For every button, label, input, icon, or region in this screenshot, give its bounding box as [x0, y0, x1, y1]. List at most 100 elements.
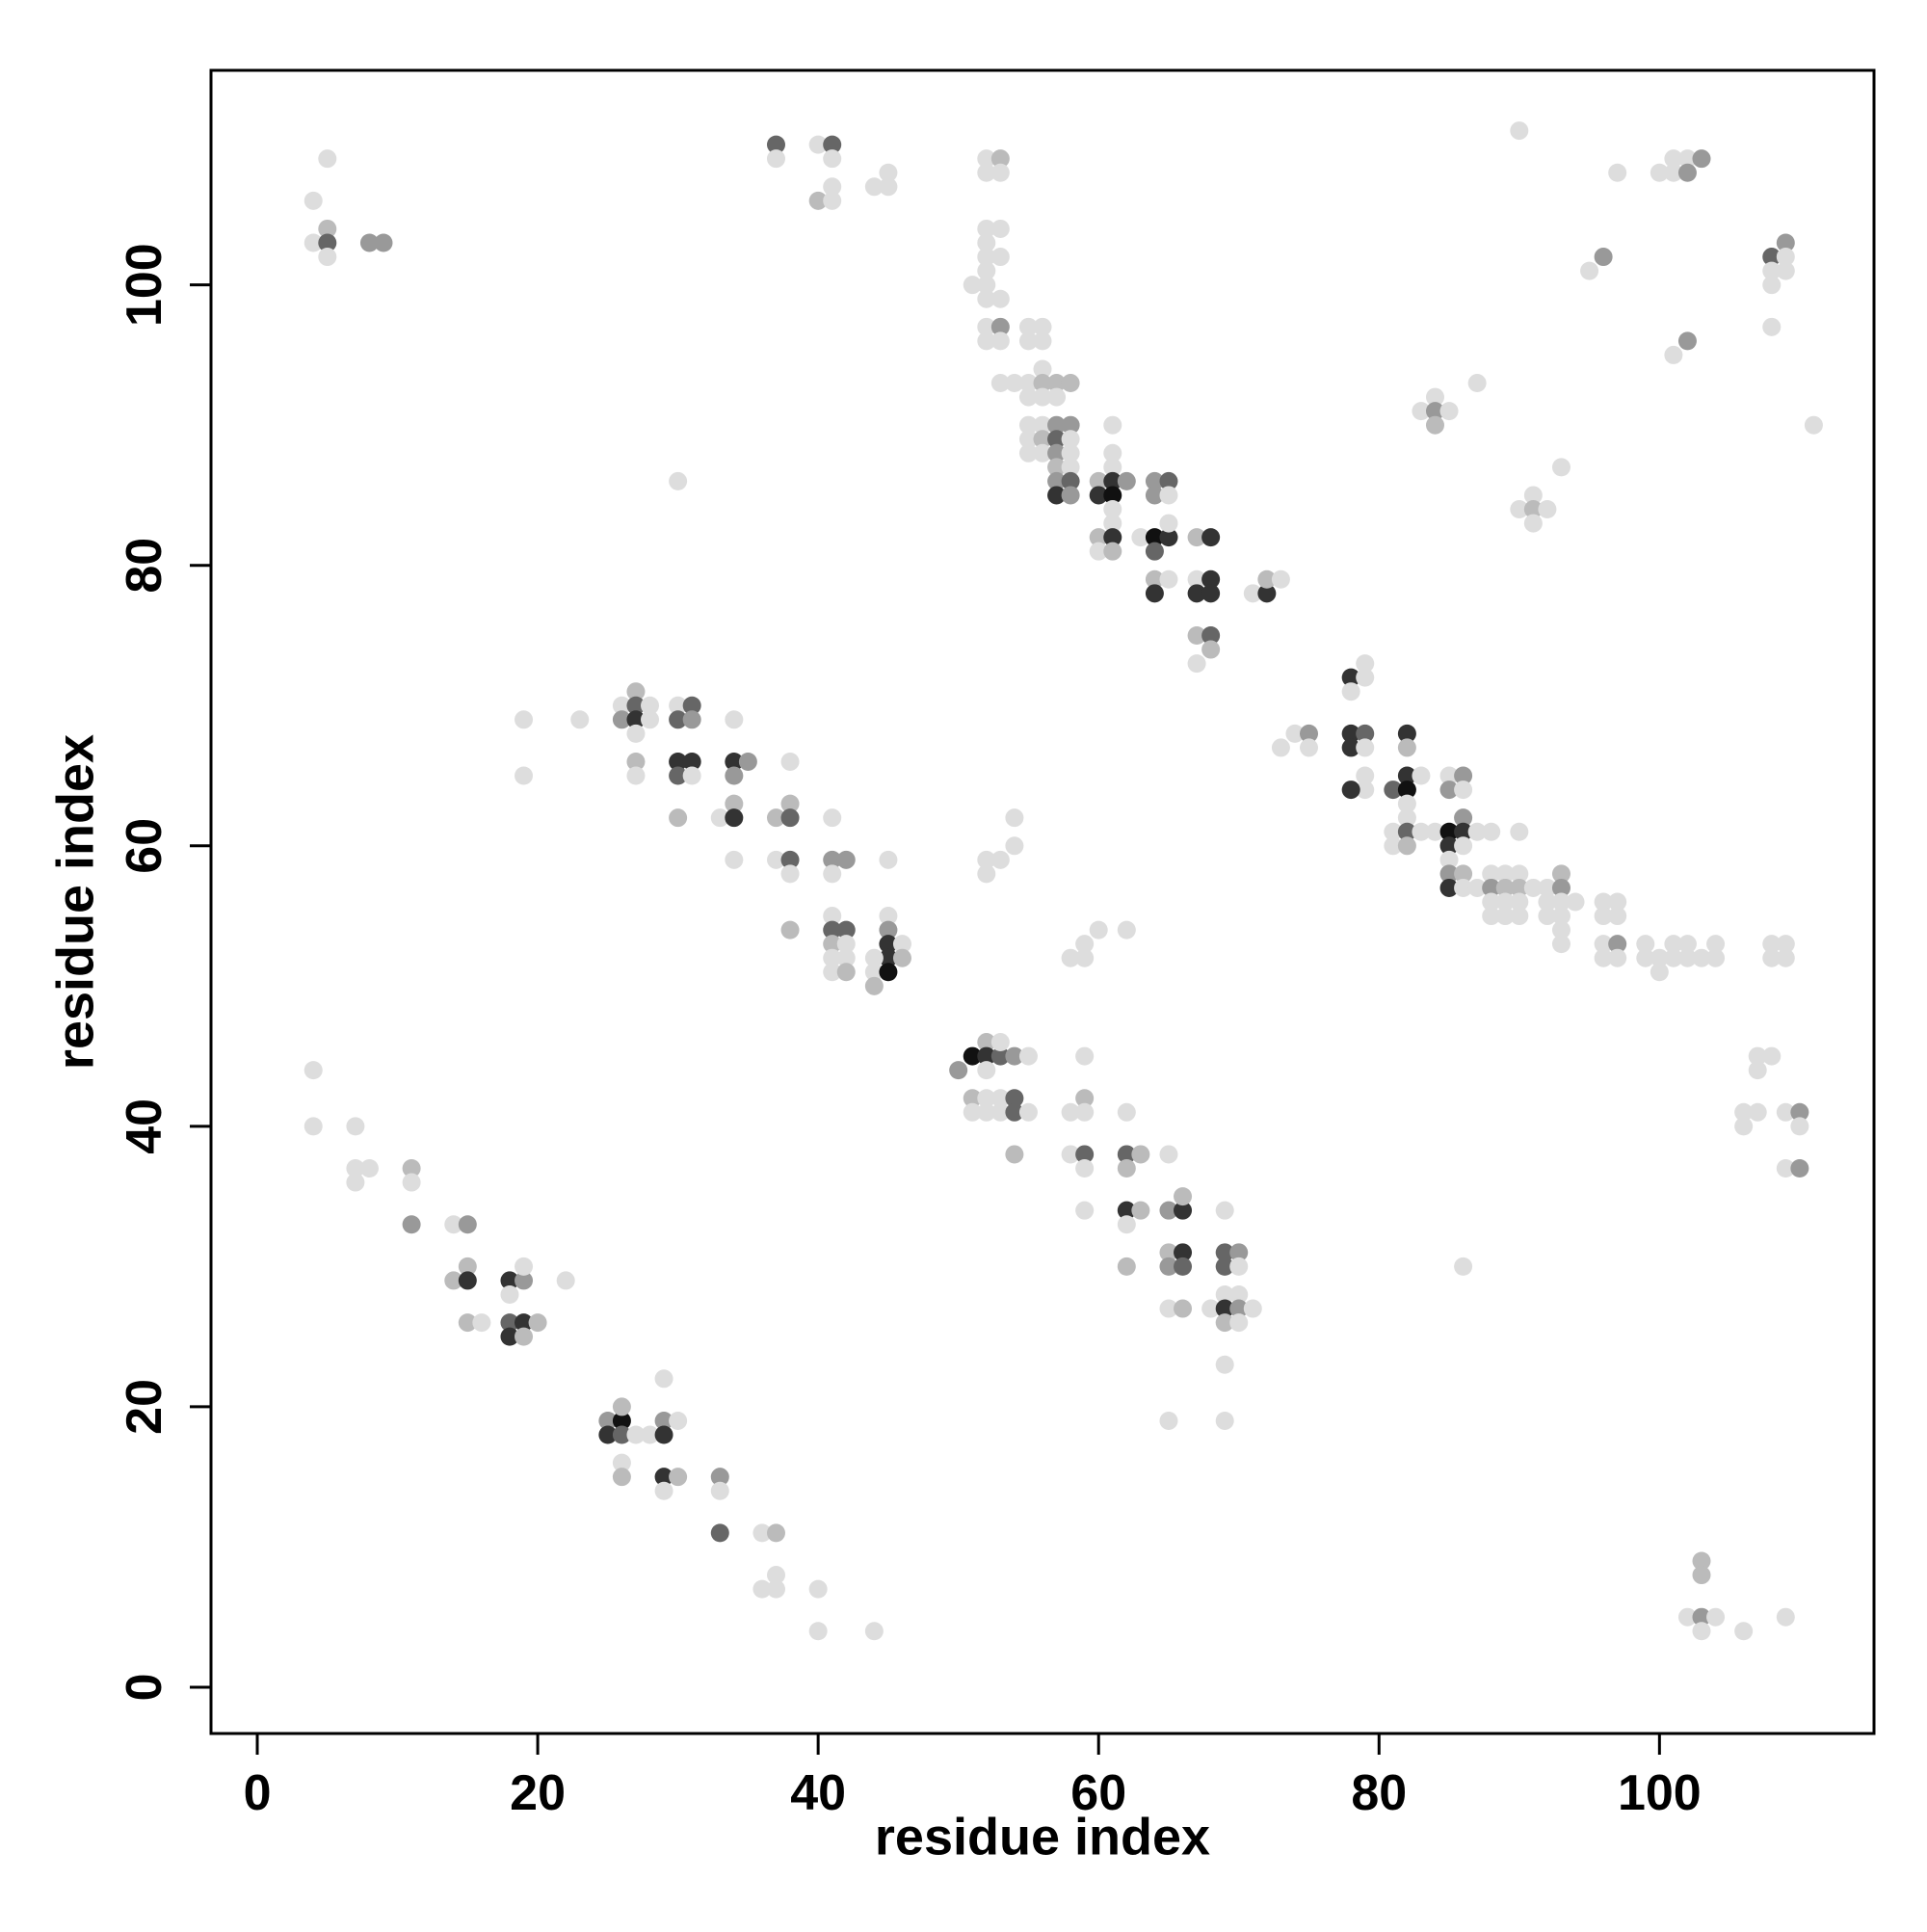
contact-point	[598, 1411, 618, 1430]
contact-point	[1174, 1299, 1193, 1318]
contact-point	[1103, 458, 1122, 477]
contact-point	[879, 935, 898, 954]
contact-point	[766, 135, 785, 154]
contact-point	[1439, 781, 1459, 800]
contact-point	[1748, 1046, 1767, 1066]
contact-point	[1510, 907, 1529, 926]
contact-point	[1397, 808, 1416, 828]
contact-point	[780, 752, 800, 771]
contact-point	[1594, 248, 1613, 267]
contact-point	[1776, 948, 1795, 967]
contact-point	[1397, 794, 1416, 813]
contact-point	[1397, 766, 1416, 785]
contact-point	[1159, 514, 1178, 533]
contact-point	[963, 1046, 982, 1066]
contact-point	[977, 289, 996, 308]
contact-point	[1061, 443, 1080, 463]
contact-point	[1762, 317, 1782, 336]
contact-point	[1439, 822, 1459, 841]
contact-point	[823, 907, 842, 926]
contact-point	[1229, 1257, 1249, 1276]
contact-point	[1650, 963, 1669, 982]
contact-point	[500, 1271, 519, 1290]
contact-point	[1706, 935, 1726, 954]
contact-point	[1397, 836, 1416, 856]
contact-point	[710, 1481, 729, 1500]
contact-point	[1117, 1159, 1136, 1178]
contact-point	[1397, 738, 1416, 757]
x-tick-label: 60	[1070, 1765, 1126, 1821]
contact-point	[500, 1313, 519, 1333]
contact-point	[444, 1215, 463, 1234]
contact-point	[1201, 625, 1221, 645]
contact-point	[990, 850, 1010, 869]
contact-point	[1047, 387, 1067, 407]
contact-point	[1425, 415, 1444, 435]
contact-point	[1664, 163, 1683, 182]
contact-point	[977, 149, 996, 169]
x-tick-label: 100	[1618, 1765, 1702, 1821]
x-tick-label: 0	[244, 1765, 272, 1821]
contact-point	[1131, 1145, 1150, 1164]
contact-point	[1187, 625, 1206, 645]
contact-point	[1650, 163, 1669, 182]
contact-point	[570, 710, 590, 729]
contact-point	[1425, 402, 1444, 421]
contact-point	[879, 163, 898, 182]
contact-point	[1454, 808, 1473, 828]
contact-point	[1608, 935, 1627, 954]
contact-point	[1047, 486, 1067, 505]
contact-point	[1187, 569, 1206, 589]
contact-point	[669, 696, 688, 715]
contact-point	[990, 163, 1010, 182]
contact-point	[1467, 822, 1487, 841]
contact-point	[1762, 1046, 1782, 1066]
contact-point	[766, 850, 785, 869]
contact-point	[458, 1215, 477, 1234]
contact-point	[780, 794, 800, 813]
contact-point	[1692, 1551, 1711, 1571]
contact-point	[1089, 471, 1108, 490]
contact-point	[1341, 668, 1360, 687]
contact-point	[977, 219, 996, 238]
contact-point	[780, 850, 800, 869]
contact-point	[1510, 878, 1529, 897]
contact-point	[1776, 935, 1795, 954]
contact-point	[1061, 486, 1080, 505]
y-tick-label: 80	[117, 538, 172, 594]
contact-point	[990, 289, 1010, 308]
contact-point	[977, 1046, 996, 1066]
contact-point	[1538, 907, 1557, 926]
contact-point	[1454, 864, 1473, 884]
contact-point	[1677, 163, 1697, 182]
contact-point	[710, 1468, 729, 1487]
contact-point	[654, 1468, 673, 1487]
contact-point	[1075, 1145, 1095, 1164]
contact-point	[1664, 149, 1683, 169]
contact-point	[1159, 1257, 1178, 1276]
contact-point	[1454, 766, 1473, 785]
contact-point	[1215, 1411, 1234, 1430]
contact-point	[458, 1271, 477, 1290]
contact-point	[1131, 528, 1150, 547]
contact-point	[682, 766, 701, 785]
contact-point	[1356, 738, 1375, 757]
contact-point	[725, 850, 744, 869]
contact-point	[1257, 584, 1277, 603]
contact-point	[1636, 948, 1655, 967]
contact-point	[1018, 317, 1038, 336]
contact-point	[1033, 331, 1052, 351]
contact-point	[669, 471, 688, 490]
contact-point	[1762, 261, 1782, 280]
contact-point	[836, 920, 856, 940]
contact-point	[1201, 528, 1221, 547]
contact-point	[1608, 948, 1627, 967]
contact-point	[359, 233, 379, 252]
contact-point	[977, 233, 996, 252]
contact-point	[977, 261, 996, 280]
contact-point	[626, 696, 646, 715]
contact-point	[1341, 781, 1360, 800]
contact-point	[1692, 149, 1711, 169]
contact-point	[1300, 724, 1319, 743]
contact-point	[1439, 878, 1459, 897]
